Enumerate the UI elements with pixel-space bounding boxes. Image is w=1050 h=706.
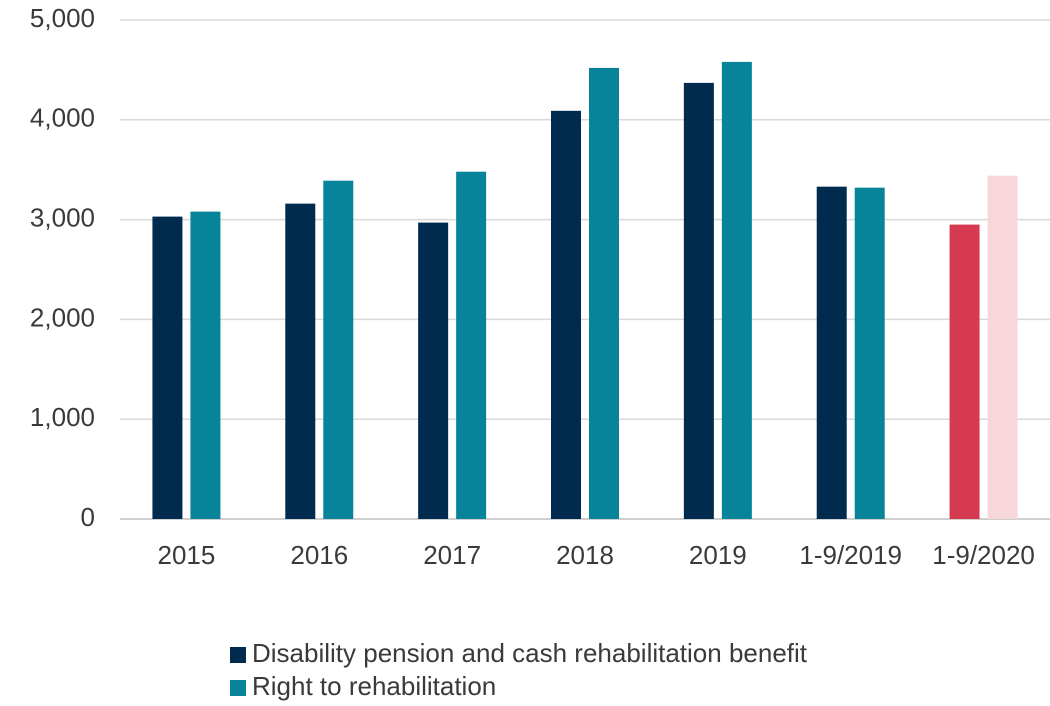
- bar: [987, 175, 1018, 520]
- x-tick-label: 1-9/2019: [799, 540, 902, 570]
- x-tick-label: 2017: [423, 540, 481, 570]
- x-tick-label: 1-9/2020: [932, 540, 1035, 570]
- x-tick-label: 2016: [290, 540, 348, 570]
- bar: [551, 110, 581, 520]
- y-tick-label: 3,000: [30, 202, 95, 232]
- bar: [190, 211, 221, 519]
- x-tick-label: 2019: [689, 540, 747, 570]
- bar: [949, 224, 980, 519]
- y-tick-label: 1,000: [30, 402, 95, 432]
- legend-swatch: [230, 647, 246, 663]
- bar: [285, 203, 316, 519]
- bar: [721, 61, 752, 519]
- legend-label: Right to rehabilitation: [252, 671, 496, 701]
- legend-label: Disability pension and cash rehabilitati…: [252, 638, 808, 668]
- bar: [683, 82, 714, 520]
- x-tick-label: 2015: [158, 540, 216, 570]
- y-tick-label: 5,000: [30, 3, 95, 33]
- legend-swatch: [230, 680, 246, 696]
- y-tick-label: 2,000: [30, 302, 95, 332]
- bar: [418, 222, 449, 519]
- bar: [589, 67, 619, 520]
- y-tick-label: 0: [81, 502, 95, 532]
- bar: [323, 180, 354, 520]
- bar: [152, 216, 183, 519]
- x-tick-label: 2018: [556, 540, 614, 570]
- bar: [854, 187, 885, 519]
- y-tick-label: 4,000: [30, 103, 95, 133]
- bar: [816, 186, 847, 519]
- bar: [456, 171, 487, 520]
